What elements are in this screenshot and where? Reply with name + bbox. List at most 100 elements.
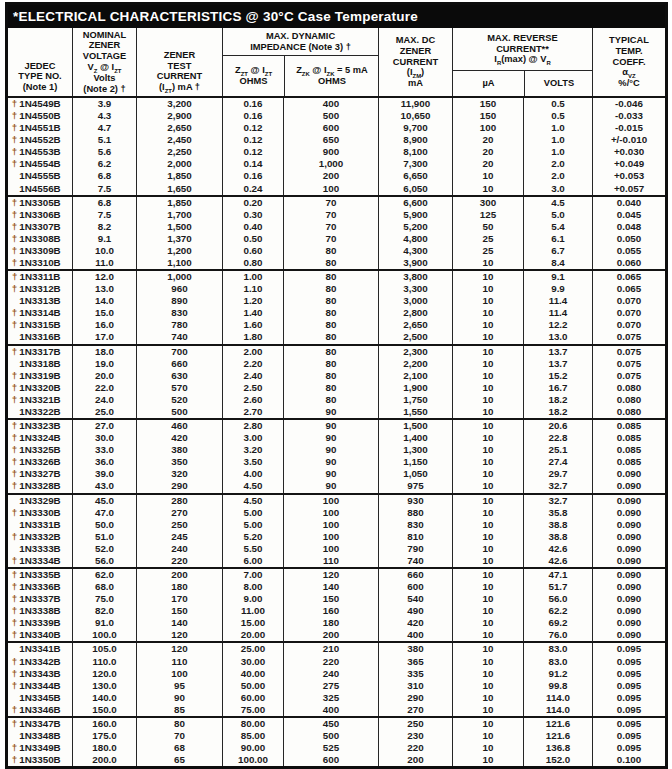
- cell-izt-ma: 1,700: [136, 209, 222, 221]
- cell-izt-ma: 250: [136, 519, 222, 531]
- part-number: 1N3350B: [19, 754, 60, 765]
- cell-vr-volts: 42.6: [523, 555, 592, 567]
- table-row: †1N3311B12.01,0001.00803,800109.10.065: [8, 269, 665, 283]
- cell-zzk-ohms: 180: [283, 617, 378, 629]
- cell-vz-volts: 18.0: [72, 346, 136, 358]
- cell-izm-ma: 420: [378, 617, 452, 629]
- part-number: 1N3334B: [19, 555, 60, 566]
- cell-ir-ua: 10: [452, 704, 523, 716]
- header-line: OHMS: [285, 76, 379, 87]
- table-row: 1N3341B105.012025.002103801083.00.095: [8, 641, 665, 655]
- cell-izm-ma: 200: [378, 754, 452, 766]
- header-reverse-current-title: MAX. REVERSE CURRENT** IR(max) @ VR: [453, 28, 592, 71]
- cell-temp-coeff: 0.095: [592, 680, 665, 692]
- cell-vr-volts: 2.0: [523, 170, 592, 182]
- part-number: 1N3328B: [19, 480, 60, 491]
- cell-ir-ua: 25: [452, 233, 523, 245]
- cell-vr-volts: 27.4: [523, 456, 592, 468]
- cell-temp-coeff: -0.033: [592, 110, 665, 122]
- cell-vr-volts: 18.2: [523, 394, 592, 406]
- cell-temp-coeff: 0.070: [592, 295, 665, 307]
- cell-vz-volts: 160.0: [72, 718, 136, 730]
- table-row: †1N3314B15.08301.40802,8001011.40.070: [8, 307, 665, 319]
- cell-jedec-type: 1N3322B: [8, 406, 72, 418]
- cell-izm-ma: 810: [378, 531, 452, 543]
- table-row: †1N3315B16.07801.60802,6501012.20.070: [8, 319, 665, 331]
- cell-zzk-ohms: 160: [283, 605, 378, 617]
- cell-temp-coeff: 0.090: [592, 593, 665, 605]
- cell-izt-ma: 1,000: [136, 271, 222, 283]
- cell-vz-volts: 43.0: [72, 480, 136, 492]
- cell-izm-ma: 6,050: [378, 183, 452, 195]
- header-line: %/°C: [593, 78, 665, 89]
- table-row: 1N3322B25.05002.70901,5501018.20.080: [8, 406, 665, 418]
- table-row: †1N3335B62.02007.001206601047.10.090: [8, 567, 665, 581]
- part-number: 1N3312B: [19, 283, 60, 294]
- table-row: †1N3332B51.02455.201008101038.80.090: [8, 531, 665, 543]
- cell-jedec-type: 1N3341B: [8, 643, 72, 655]
- datasheet-page: *ELECTRICAL CHARACTERISTICS @ 30°C Case …: [5, 2, 668, 769]
- cell-izm-ma: 380: [378, 643, 452, 655]
- cell-temp-coeff: 0.050: [592, 233, 665, 245]
- cell-zzk-ohms: 650: [283, 134, 378, 146]
- part-number: 1N3311B: [20, 271, 61, 282]
- cell-ir-ua: 10: [452, 444, 523, 456]
- cell-ir-ua: 10: [452, 555, 523, 567]
- cell-ir-ua: 150: [452, 110, 523, 122]
- cell-zzk-ohms: 90: [283, 432, 378, 444]
- table-row: †1N4554B6.22,0000.141,0007,300202.0+0.04…: [8, 158, 665, 170]
- cell-ir-ua: 10: [452, 257, 523, 269]
- cell-zzt-ohms: 2.40: [222, 370, 283, 382]
- cell-ir-ua: 10: [452, 692, 523, 704]
- cell-vz-volts: 62.0: [72, 569, 136, 581]
- cell-izm-ma: 3,300: [378, 283, 452, 295]
- cell-vr-volts: 13.0: [523, 331, 592, 343]
- cell-izt-ma: 2,900: [136, 110, 222, 122]
- cell-ir-ua: 10: [452, 283, 523, 295]
- cell-jedec-type: 1N3348B: [8, 730, 72, 742]
- cell-izm-ma: 335: [378, 668, 452, 680]
- header-volts: VOLTS: [524, 71, 593, 96]
- cell-vz-volts: 110.0: [72, 656, 136, 668]
- table-row: †1N3309B10.01,2000.60804,300256.70.055: [8, 245, 665, 257]
- cell-jedec-type: †1N3305B: [8, 197, 72, 209]
- cell-vr-volts: 32.7: [523, 480, 592, 492]
- cell-zzk-ohms: 525: [283, 742, 378, 754]
- cell-vr-volts: 12.2: [523, 319, 592, 331]
- cell-vz-volts: 19.0: [72, 358, 136, 370]
- cell-izm-ma: 740: [378, 555, 452, 567]
- cell-temp-coeff: -0.015: [592, 122, 665, 134]
- part-number: 1N4551B: [19, 122, 60, 133]
- cell-izm-ma: 8,900: [378, 134, 452, 146]
- cell-ir-ua: 10: [452, 183, 523, 195]
- cell-ir-ua: 10: [452, 680, 523, 692]
- part-number: 1N3329B: [19, 495, 60, 506]
- part-number: 1N3342B: [19, 656, 60, 667]
- cell-izt-ma: 280: [136, 495, 222, 507]
- cell-izm-ma: 7,300: [378, 158, 452, 170]
- cell-vz-volts: 5.6: [72, 146, 136, 158]
- table-row: †1N4549B3.93,2000.1640011,9001500.5-0.04…: [8, 98, 665, 110]
- cell-vr-volts: 121.6: [523, 730, 592, 742]
- cell-zzt-ohms: 0.40: [222, 221, 283, 233]
- cell-izt-ma: 830: [136, 307, 222, 319]
- cell-zzt-ohms: 2.20: [222, 358, 283, 370]
- table-row: †1N3312B13.09601.10803,300109.90.065: [8, 283, 665, 295]
- cell-izt-ma: 2,000: [136, 158, 222, 170]
- cell-vz-volts: 30.0: [72, 432, 136, 444]
- cell-ir-ua: 10: [452, 271, 523, 283]
- cell-temp-coeff: 0.080: [592, 406, 665, 418]
- header-symbol: VZ @ IZT: [73, 62, 136, 73]
- cell-temp-coeff: 0.040: [592, 197, 665, 209]
- cell-jedec-type: †1N4553B: [8, 146, 72, 158]
- cell-vr-volts: 38.8: [523, 531, 592, 543]
- cell-izt-ma: 170: [136, 593, 222, 605]
- cell-temp-coeff: +0.030: [592, 146, 665, 158]
- cell-zzt-ohms: 2.60: [222, 394, 283, 406]
- cell-izm-ma: 1,300: [378, 444, 452, 456]
- cell-vr-volts: 15.2: [523, 370, 592, 382]
- part-number: 1N3310B: [19, 257, 60, 268]
- cell-zzk-ohms: 80: [283, 358, 378, 370]
- cell-vz-volts: 75.0: [72, 593, 136, 605]
- cell-jedec-type: †1N3337B: [8, 593, 72, 605]
